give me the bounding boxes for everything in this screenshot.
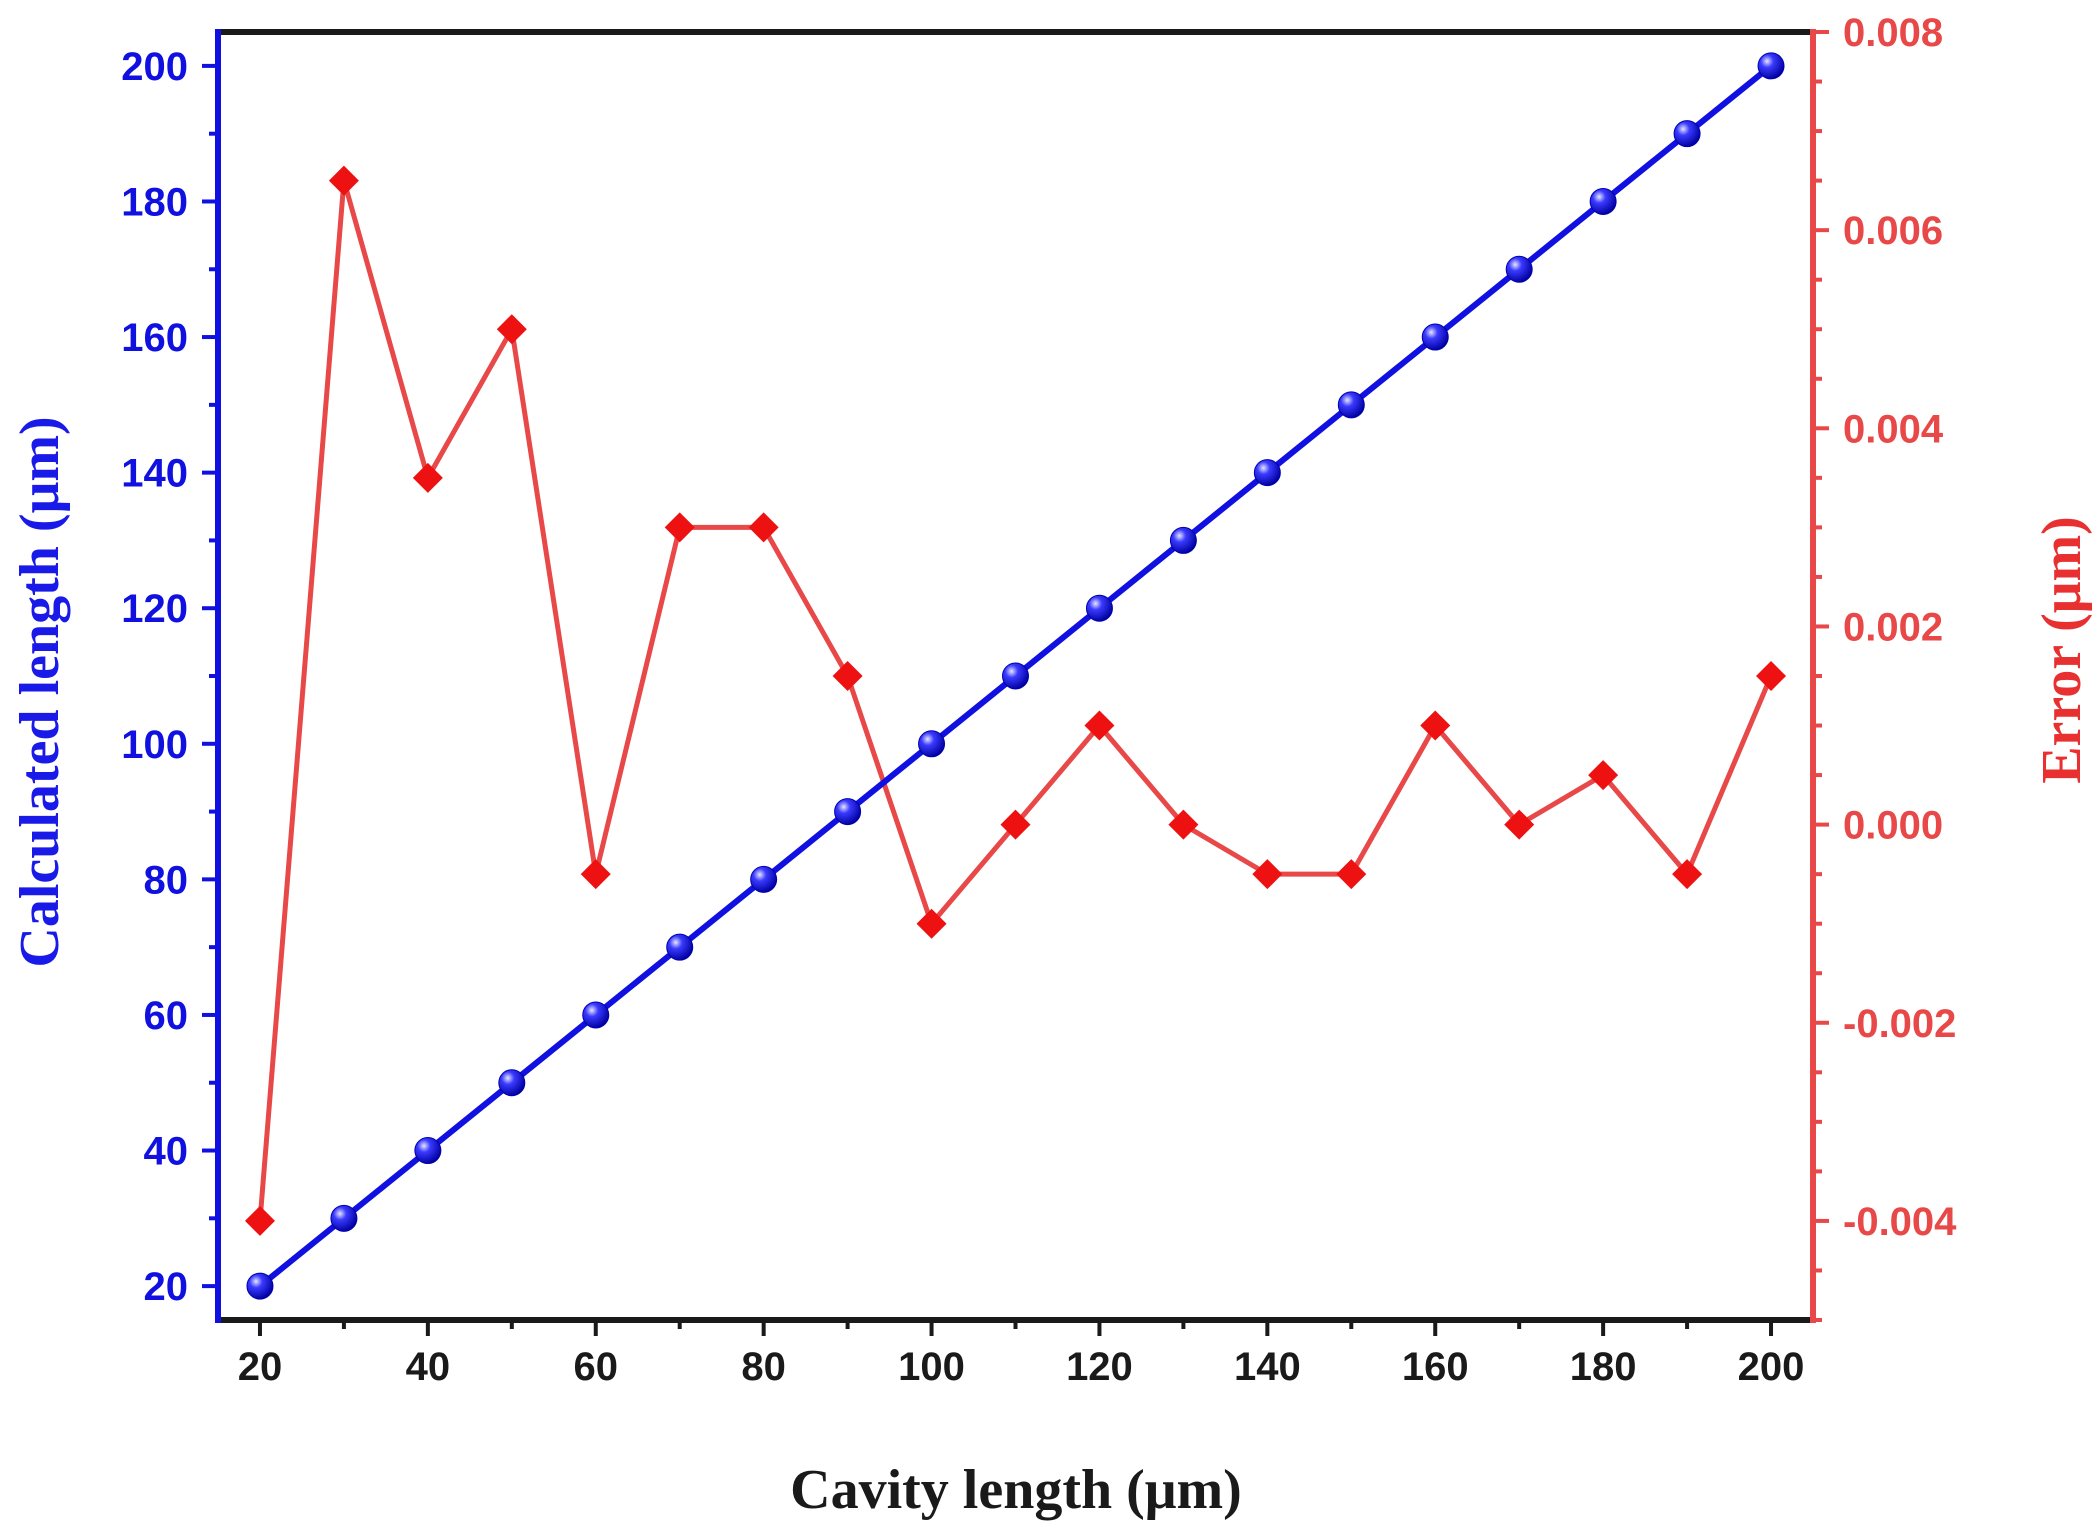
y-left-tick-label: 200 xyxy=(121,45,188,89)
calculated-point xyxy=(1337,391,1365,419)
error-point xyxy=(580,859,611,890)
calculated-point xyxy=(1253,459,1281,487)
calculated-point xyxy=(918,730,946,758)
y-right-tick-label: 0.008 xyxy=(1843,11,1943,55)
y-left-tick-label: 80 xyxy=(144,858,189,902)
calculated-point xyxy=(1169,526,1197,554)
error-point xyxy=(1588,760,1619,791)
y-right-tick-label: 0.002 xyxy=(1843,605,1943,649)
y-axis-right-title: Error (μm) xyxy=(2031,516,2093,784)
x-tick-label: 40 xyxy=(406,1345,451,1389)
calculated-point xyxy=(834,798,862,826)
x-tick-label: 80 xyxy=(741,1345,786,1389)
x-tick-label: 120 xyxy=(1066,1345,1133,1389)
y-left-tick-label: 100 xyxy=(121,723,188,767)
y-right-tick-label: -0.004 xyxy=(1843,1200,1957,1244)
error-point xyxy=(328,165,359,196)
y-right-tick-label: 0.006 xyxy=(1843,209,1943,253)
calculated-point xyxy=(666,933,694,961)
y-right-tick-label: -0.002 xyxy=(1843,1002,1956,1046)
x-tick-label: 20 xyxy=(238,1345,283,1389)
x-tick-label: 180 xyxy=(1570,1345,1637,1389)
calculated-point xyxy=(1589,187,1617,215)
y-axis-left-title: Calculated length (μm) xyxy=(9,416,71,967)
error-point xyxy=(1420,710,1451,741)
calculated-point xyxy=(1002,662,1029,690)
calculated-point xyxy=(414,1137,442,1165)
error-point xyxy=(1084,710,1115,741)
error-point xyxy=(244,1205,275,1236)
calculated-point xyxy=(1505,255,1533,283)
calculated-point xyxy=(1757,52,1785,80)
error-point xyxy=(496,314,527,345)
y-left-tick-label: 140 xyxy=(121,452,188,496)
calculated-point xyxy=(1673,120,1701,148)
axes: 20 40 60 80 100 120 140 160 180 200 20 40 60 80 100 120… xyxy=(121,11,1957,1389)
error-point xyxy=(748,512,779,543)
x-tick-label: 140 xyxy=(1234,1345,1301,1389)
error-point xyxy=(1504,809,1535,840)
y-left-tick-label: 120 xyxy=(121,587,188,631)
y-left-tick-label: 180 xyxy=(121,180,188,224)
calculated-point xyxy=(498,1069,526,1097)
error-point xyxy=(916,908,947,939)
y-right-tick-label: 0.000 xyxy=(1843,804,1943,848)
calculated-point xyxy=(582,1001,610,1029)
x-tick-label: 200 xyxy=(1738,1345,1805,1389)
calculated-point xyxy=(1421,323,1449,351)
error-point xyxy=(1756,661,1787,691)
calculated-point xyxy=(246,1272,274,1300)
calculated-point xyxy=(750,865,778,893)
error-series-line xyxy=(257,178,1774,1222)
y-left-tick-label: 160 xyxy=(121,316,188,360)
labels: Cavity length (μm) Calculated length (μm… xyxy=(9,416,2093,1521)
x-tick-label: 60 xyxy=(574,1345,619,1389)
error-point xyxy=(1168,809,1199,840)
y-left-tick-label: 60 xyxy=(144,994,189,1038)
calculated-point xyxy=(330,1204,358,1232)
error-point xyxy=(1000,809,1031,840)
error-point xyxy=(664,512,695,543)
error-point xyxy=(1336,859,1367,890)
calculated-point xyxy=(1085,594,1113,622)
y-right-tick-label: 0.004 xyxy=(1843,407,1944,451)
series-layer xyxy=(244,52,1787,1300)
error-point xyxy=(1672,859,1703,890)
y-left-tick-label: 20 xyxy=(144,1265,189,1309)
error-point xyxy=(412,462,443,493)
y-left-tick-label: 40 xyxy=(144,1130,189,1174)
x-tick-label: 100 xyxy=(898,1345,965,1389)
x-tick-label: 160 xyxy=(1402,1345,1469,1389)
x-axis-title: Cavity length (μm) xyxy=(790,1459,1242,1521)
error-point xyxy=(832,661,863,691)
error-point xyxy=(1252,859,1283,890)
